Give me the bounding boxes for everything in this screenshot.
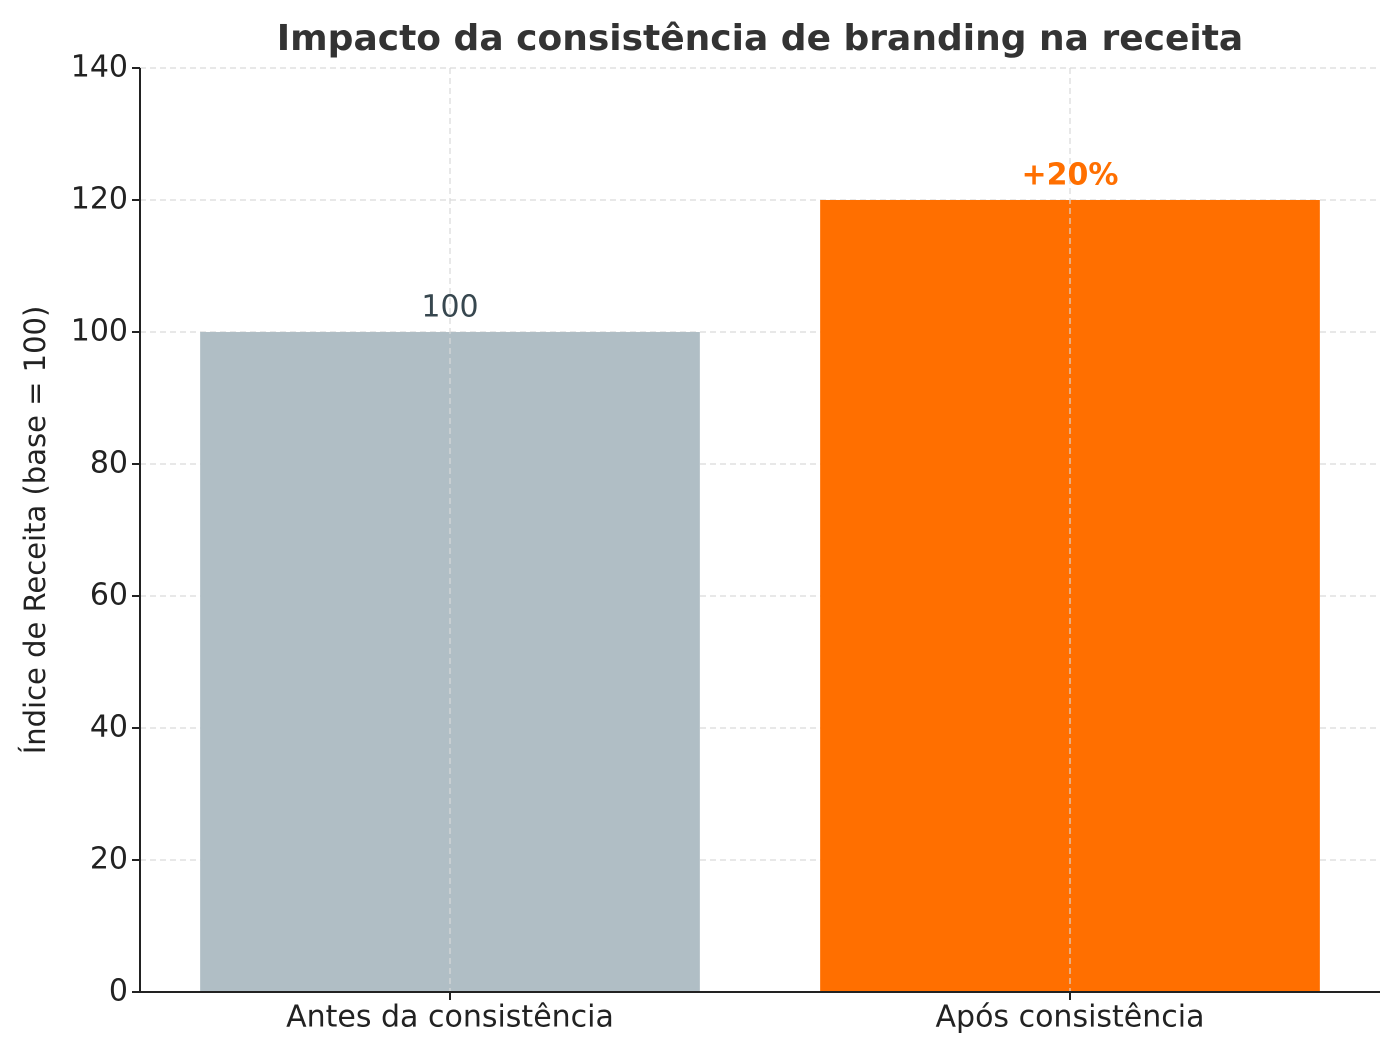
annotation: +20% bbox=[1022, 158, 1119, 193]
y-tick-label: 120 bbox=[71, 182, 128, 217]
y-tick-label: 60 bbox=[90, 578, 128, 613]
chart-title: Impacto da consistência de branding na r… bbox=[277, 18, 1243, 59]
y-tick-label: 80 bbox=[90, 446, 128, 481]
y-tick-label: 20 bbox=[90, 842, 128, 877]
y-tick-label: 100 bbox=[71, 314, 128, 349]
y-axis-label: Índice de Receita (base = 100) bbox=[18, 306, 52, 755]
y-tick-label: 140 bbox=[71, 50, 128, 85]
x-tick-label: Após consistência bbox=[936, 1000, 1205, 1035]
y-tick-label: 40 bbox=[90, 710, 128, 745]
x-tick-label: Antes da consistência bbox=[286, 1000, 614, 1035]
value-label: 100 bbox=[421, 290, 478, 325]
y-tick-label: 0 bbox=[109, 974, 128, 1009]
